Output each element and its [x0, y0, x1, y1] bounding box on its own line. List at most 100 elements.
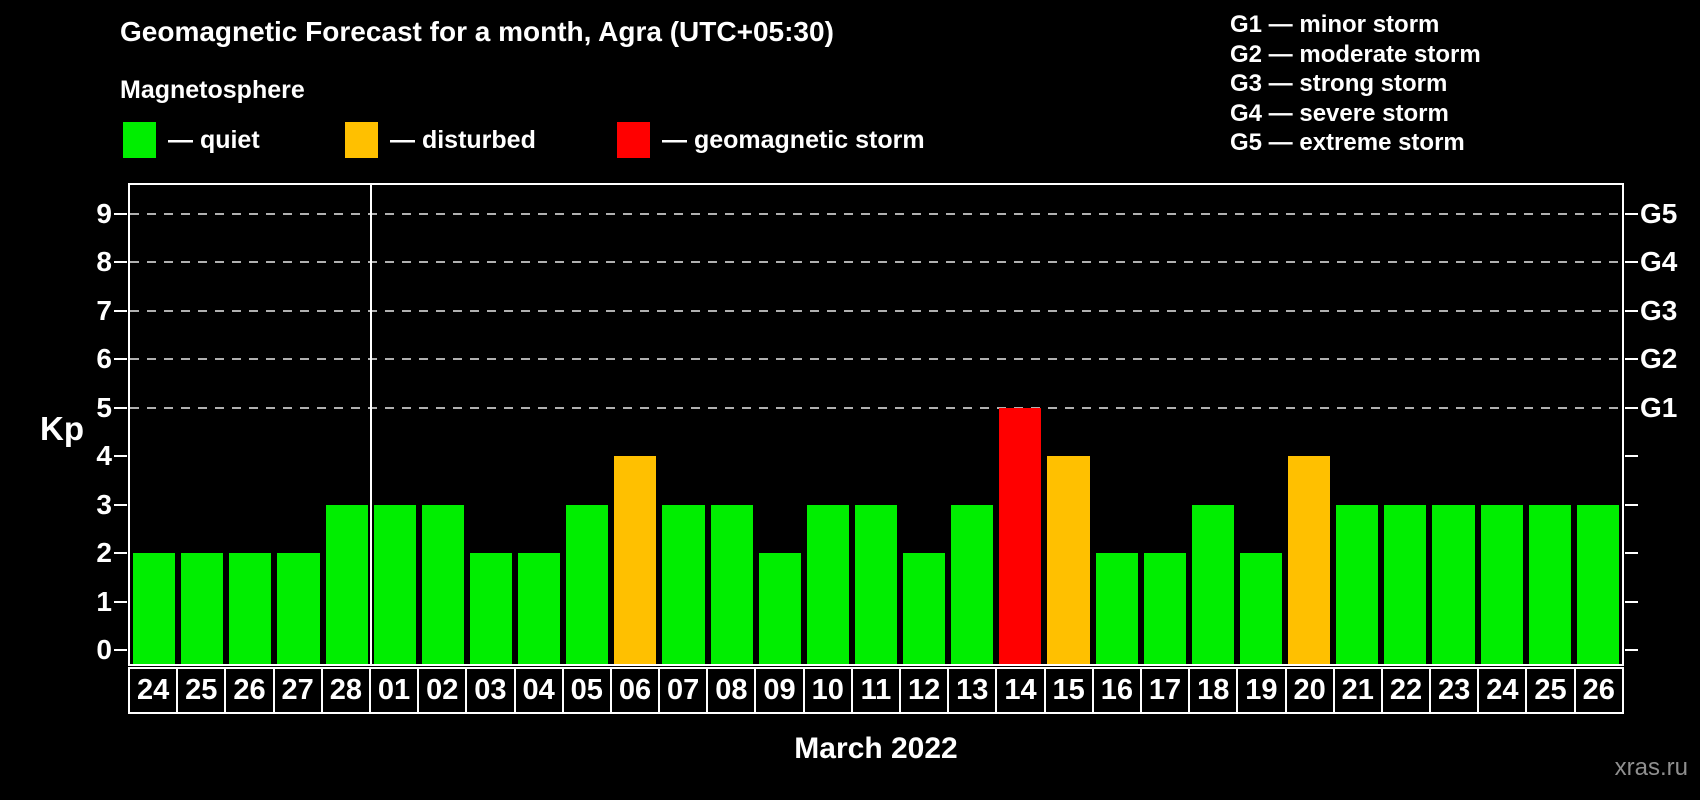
x-axis-title: March 2022	[794, 732, 958, 765]
day-label: 24	[1477, 667, 1528, 714]
right-tick	[1625, 503, 1638, 506]
day-label: 06	[609, 667, 661, 714]
g-tick-label-G3: G3	[1640, 294, 1678, 326]
y-tick-label: 7	[96, 294, 112, 326]
day-label: 11	[850, 667, 901, 714]
day-label: 01	[368, 667, 420, 714]
bar-day-05	[566, 504, 609, 664]
gridline-kp9	[130, 212, 1622, 215]
bar-day-18	[1191, 504, 1234, 664]
legend-label: — disturbed	[390, 125, 536, 154]
gridline-kp6	[130, 358, 1622, 360]
day-label: 28	[320, 667, 371, 714]
bar-day-25	[181, 553, 224, 664]
bar-day-17	[1143, 553, 1186, 664]
bar-day-23	[1432, 504, 1475, 664]
legend-label: — geomagnetic storm	[662, 125, 925, 154]
bar-day-04	[518, 553, 561, 664]
left-tick	[114, 455, 127, 457]
day-label: 16	[1091, 667, 1142, 714]
g-legend-row: G4 — severe storm	[1230, 99, 1449, 127]
right-tick	[1625, 212, 1638, 215]
gridline-kp7	[130, 309, 1622, 312]
day-label: 10	[802, 667, 853, 714]
bar-day-14	[999, 407, 1042, 664]
day-label: 27	[272, 667, 323, 714]
quiet-swatch	[123, 122, 156, 158]
day-label: 12	[899, 667, 950, 714]
plot-area: 0 1 2 3 4 5 6 7 8 9 G1 G2 G3 G4 G5	[96, 183, 1677, 666]
bar-day-09	[758, 553, 801, 664]
day-label: 07	[658, 667, 709, 714]
y-axis-title: Kp	[40, 410, 84, 447]
g-legend-row: G5 — extreme storm	[1230, 129, 1465, 157]
legend-item-disturbed: — disturbed	[345, 120, 536, 160]
day-label: 02	[417, 667, 468, 714]
page-title: Geomagnetic Forecast for a month, Agra (…	[120, 16, 834, 47]
bar-day-28	[325, 504, 368, 664]
y-tick-label: 3	[96, 488, 112, 520]
bar-day-11	[854, 504, 898, 664]
bar-day-16	[1095, 553, 1138, 664]
g-tick-label-G5: G5	[1640, 197, 1678, 229]
g-scale-legend: G1 — minor storm G2 — moderate storm G3 — …	[1230, 10, 1481, 158]
legend-label: — quiet	[168, 125, 260, 154]
g-legend-row: G1 — minor storm	[1230, 11, 1440, 38]
day-label: 26	[224, 667, 275, 714]
right-tick	[1625, 600, 1638, 603]
left-tick	[114, 600, 127, 603]
day-label: 25	[176, 667, 227, 714]
gridline-kp5	[130, 406, 1622, 409]
left-tick	[114, 406, 127, 409]
disturbed-swatch	[345, 122, 378, 158]
bar-day-10	[806, 504, 849, 664]
bar-day-02	[421, 504, 464, 664]
day-label: 21	[1332, 667, 1383, 714]
day-label: 08	[706, 667, 757, 714]
day-label: 04	[513, 667, 564, 714]
left-tick	[114, 309, 127, 312]
bar-day-06	[614, 456, 657, 664]
gridline-kp8	[130, 261, 1622, 263]
day-label: 13	[947, 667, 998, 714]
day-label: 25	[1525, 667, 1576, 714]
g-tick-label-G1: G1	[1640, 391, 1678, 423]
left-tick	[114, 212, 127, 215]
right-tick	[1625, 552, 1638, 554]
day-label: 05	[561, 667, 612, 714]
month-separator-line	[369, 185, 372, 664]
bar-day-22	[1384, 504, 1427, 664]
bar-day-21	[1336, 504, 1379, 664]
bar-day-24	[1480, 504, 1523, 664]
day-label: 24	[128, 667, 179, 714]
day-label: 22	[1380, 667, 1432, 714]
legend-item-quiet: — quiet	[123, 120, 260, 160]
g-legend-row: G2 — moderate storm	[1230, 40, 1481, 68]
storm-swatch	[617, 122, 650, 158]
bar-day-08	[710, 504, 753, 664]
bar-day-26	[229, 553, 272, 664]
left-tick	[114, 358, 127, 360]
left-tick	[114, 552, 127, 554]
y-tick-label: 5	[96, 391, 112, 423]
y-tick-label: 9	[96, 197, 112, 229]
right-tick	[1625, 358, 1638, 360]
bar-day-25	[1528, 504, 1571, 664]
bar-day-03	[469, 553, 513, 664]
x-axis-labels: 24 25 26 27 28 01 02 03 04 05 06 07 08 09 10 11 12 13 14 15…	[128, 667, 1624, 714]
right-tick	[1625, 261, 1638, 263]
right-tick	[1625, 649, 1638, 651]
day-label: 26	[1573, 667, 1624, 714]
bar-day-27	[277, 553, 320, 664]
bar-day-20	[1288, 456, 1331, 664]
day-label: 23	[1429, 667, 1480, 714]
g-tick-label-G2: G2	[1640, 343, 1678, 374]
left-tick	[114, 261, 127, 263]
right-tick	[1625, 309, 1638, 312]
day-label: 17	[1139, 667, 1191, 714]
bar-day-24	[133, 553, 176, 664]
g-tick-label-G4: G4	[1640, 246, 1678, 277]
day-label: 14	[995, 667, 1046, 714]
day-label: 03	[465, 667, 516, 714]
